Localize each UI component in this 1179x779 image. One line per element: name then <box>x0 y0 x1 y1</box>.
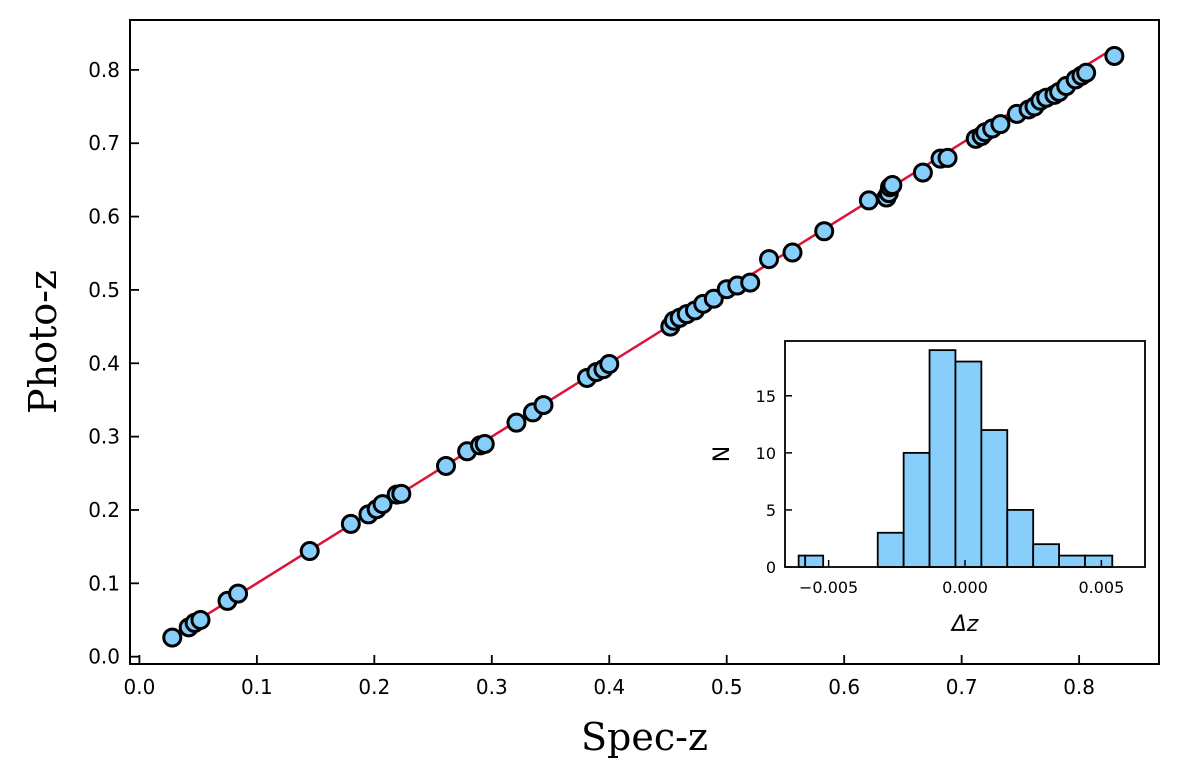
x-tick-label: 0.4 <box>593 675 625 699</box>
scatter-point <box>1076 62 1097 83</box>
x-tick-label: 0.5 <box>711 675 743 699</box>
main-plot-frame <box>129 19 1160 665</box>
histogram-bar <box>876 531 905 568</box>
inset-ticks: −0.005 0.000 0.005 0 5 10 15 <box>756 387 1125 597</box>
scatter-point <box>190 609 211 630</box>
histogram-bar <box>928 349 957 568</box>
histogram-bar <box>797 554 807 568</box>
inset-x-tick-label: 0.000 <box>942 578 988 597</box>
histogram-bar <box>1058 554 1086 568</box>
inset-histogram: −0.005 0.000 0.005 0 5 10 15 Δz N <box>710 340 1146 637</box>
scatter-point <box>759 249 780 270</box>
y-tick-label: 0.1 <box>88 571 120 595</box>
scatter-point <box>882 175 903 196</box>
scatter-point <box>912 162 933 183</box>
y-tick-label: 0.0 <box>88 645 120 669</box>
histogram-bar <box>1032 543 1060 568</box>
scatter-point <box>1104 45 1125 66</box>
inset-x-axis-title: Δz <box>950 612 979 637</box>
y-tick-label: 0.8 <box>88 58 120 82</box>
scatter-point <box>599 354 620 375</box>
scatter-point <box>937 147 958 168</box>
scatter-point <box>858 190 879 211</box>
x-tick-label: 0.1 <box>241 675 273 699</box>
scatter-point <box>340 513 361 534</box>
histogram-bar <box>954 360 983 568</box>
y-tick-label: 0.2 <box>88 498 120 522</box>
x-tick-label: 0.3 <box>476 675 508 699</box>
scatter-point <box>474 433 495 454</box>
inset-y-tick-label: 15 <box>756 387 776 406</box>
main-points <box>162 45 1125 648</box>
y-tick-label: 0.7 <box>88 131 120 155</box>
histogram-bar <box>1006 509 1035 568</box>
scatter-point <box>228 583 249 604</box>
x-tick-label: 0.7 <box>946 675 978 699</box>
histogram-bar <box>980 429 1009 568</box>
histogram-bar <box>902 451 931 568</box>
scatter-point <box>162 627 183 648</box>
inset-y-axis-title: N <box>710 446 735 462</box>
scatter-point <box>435 455 456 476</box>
inset-x-tick-label: −0.005 <box>799 578 858 597</box>
y-tick-label: 0.3 <box>88 425 120 449</box>
y-tick-label: 0.6 <box>88 205 120 229</box>
main-plot: 0.0 0.1 0.2 0.3 0.4 0.5 0.6 0.7 0.8 0.0 0.1 0.2 0.3 0… <box>21 19 1160 759</box>
scatter-point <box>533 395 554 416</box>
scatter-point <box>299 541 320 562</box>
x-tick-label: 0.8 <box>1063 675 1095 699</box>
inset-y-tick-label: 10 <box>756 444 776 463</box>
inset-bars <box>797 349 1114 568</box>
histogram-bar <box>1084 554 1114 568</box>
scatter-point <box>814 221 835 242</box>
scatter-point <box>703 288 724 309</box>
scatter-point <box>782 242 803 263</box>
scatter-point <box>990 114 1011 135</box>
scatter-point <box>391 483 412 504</box>
inset-y-tick-label: 5 <box>766 501 776 520</box>
histogram-bar <box>804 554 825 568</box>
one-to-one-line <box>171 46 1116 638</box>
x-tick-label: 0.2 <box>358 675 390 699</box>
y-tick-label: 0.4 <box>88 351 120 375</box>
y-axis-title: Photo-z <box>21 270 65 414</box>
main-ticks: 0.0 0.1 0.2 0.3 0.4 0.5 0.6 0.7 0.8 0.0 0.1 0.2 0.3 0… <box>88 58 1095 699</box>
x-tick-label: 0.6 <box>828 675 860 699</box>
y-tick-label: 0.5 <box>88 278 120 302</box>
scatter-point <box>740 272 761 293</box>
scatter-point <box>372 494 393 515</box>
inset-plot-frame <box>784 340 1146 568</box>
inset-x-tick-label: 0.005 <box>1078 578 1124 597</box>
scatter-point <box>506 412 527 433</box>
inset-y-tick-label: 0 <box>766 558 776 577</box>
x-axis-title: Spec-z <box>581 715 708 759</box>
x-tick-label: 0.0 <box>123 675 155 699</box>
